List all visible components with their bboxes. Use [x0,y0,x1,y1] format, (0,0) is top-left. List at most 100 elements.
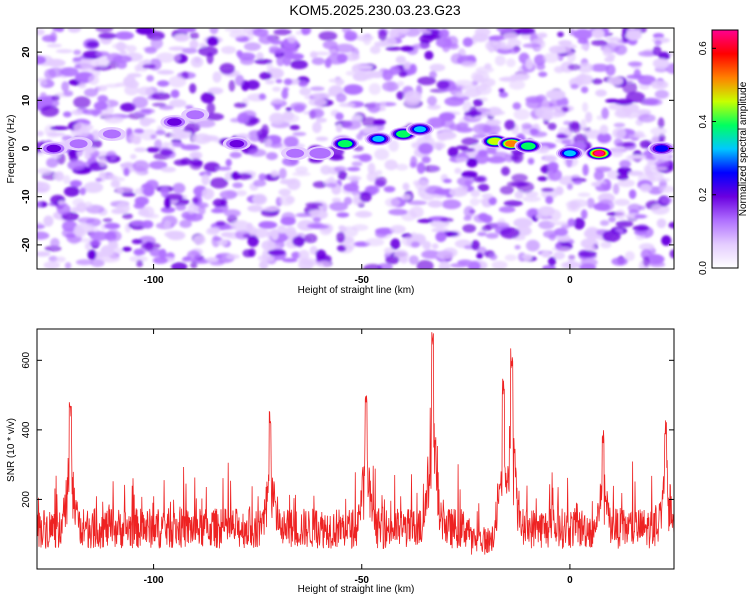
heatmap-noise-cell [573,28,593,40]
heatmap-noise-cell [462,37,474,47]
heatmap-noise-cell [315,249,327,260]
heatmap-noise-cell [548,169,562,181]
heatmap-noise-cell [199,171,212,177]
heatmap-noise-cell [659,185,674,193]
heatmap-feature [372,135,385,142]
heatmap-noise-cell [411,241,420,248]
heatmap-noise-cell [499,185,514,195]
heatmap-noise-cell [281,88,289,100]
heatmap-noise-cell [485,232,499,239]
heatmap-noise-cell [189,158,203,170]
heatmap-noise-cell [404,90,422,103]
heatmap-noise-cell [331,197,342,203]
heatmap-noise-cell [37,201,42,208]
heatmap-noise-cell [180,144,201,151]
heatmap-noise-cell [400,45,415,52]
heatmap-noise-cell [189,83,197,94]
heatmap-noise-cell [224,171,234,181]
heatmap-noise-cell [585,111,593,123]
heatmap-noise-cell [328,78,342,83]
heatmap-noise-cell [269,112,285,125]
snr-x-tick-label: -50 [355,575,370,586]
heatmap-noise-cell [417,218,433,224]
heatmap-noise-cell [627,203,642,213]
heatmap-noise-cell [269,48,284,55]
heatmap-noise-cell [361,117,378,128]
heatmap-noise-cell [611,257,628,266]
colorbar-tick-label: 0.4 [698,114,709,128]
heatmap-noise-cell [436,80,450,90]
heatmap-noise-cell [40,105,59,117]
heatmap-noise-cell [506,58,516,68]
heatmap-noise-cell [149,160,168,170]
heatmap-noise-cell [473,73,484,83]
heatmap-noise-cell [437,133,448,142]
heatmap-noise-cell [107,174,118,181]
heatmap-noise-cell [577,62,594,73]
heatmap-noise-cell [435,37,452,48]
heatmap-noise-cell [436,250,455,260]
heatmap-noise-cell [545,195,554,205]
heatmap-noise-cell [181,47,198,54]
heatmap-noise-cell [462,224,477,233]
heatmap-feature [397,131,410,137]
heatmap-noise-cell [478,212,489,221]
heatmap-noise-cell [285,107,292,112]
heatmap-noise-cell [324,58,332,68]
heatmap-noise-cell [116,202,130,214]
heatmap-noise-cell [313,51,330,56]
heatmap-noise-cell [171,262,188,269]
heatmap-noise-cell [225,158,232,167]
heatmap-noise-cell [209,28,219,35]
heatmap-noise-cell [344,30,358,42]
heatmap-noise-cell [582,102,589,113]
heatmap-noise-cell [342,120,362,130]
heatmap-noise-cell [657,117,665,129]
heatmap-noise-cell [669,249,674,259]
heatmap-noise-cell [160,206,176,214]
heatmap-noise-cell [573,180,582,185]
heatmap-noise-cell [597,132,612,144]
heatmap-noise-cell [616,174,629,181]
heatmap-noise-cell [599,220,610,226]
heatmap-noise-cell [231,220,250,232]
heatmap-noise-cell [198,205,206,215]
heatmap-y-tick-label: -20 [21,237,32,252]
heatmap-noise-cell [498,44,513,50]
heatmap-noise-cell [541,250,551,258]
heatmap-noise-cell [597,199,615,212]
heatmap-noise-cell [276,55,285,67]
heatmap-noise-cell [427,95,437,106]
heatmap-noise-cell [365,238,385,247]
heatmap-noise-cell [104,83,121,88]
snr-frame [36,328,675,570]
heatmap-noise-cell [605,64,616,76]
heatmap-noise-cell [112,55,132,63]
heatmap-noise-cell [595,89,607,97]
heatmap-noise-cell [169,99,187,108]
heatmap-noise-cell [72,57,82,62]
heatmap-noise-cell [266,152,278,161]
heatmap-noise-cell [388,208,408,216]
heatmap-noise-cell [438,261,451,269]
heatmap-noise-cell [95,177,102,182]
heatmap-noise-cell [151,92,171,100]
heatmap-noise-cell [129,255,148,263]
heatmap-noise-cell [514,245,521,250]
heatmap-features [39,107,674,161]
heatmap-noise-cell [311,57,325,65]
heatmap-noise-cell [206,36,219,47]
heatmap-noise-cell [506,181,527,188]
heatmap-noise-cell [310,224,330,229]
heatmap-noise-cell [511,173,528,182]
heatmap-noise-cell [366,185,380,195]
heatmap-feature [522,143,534,149]
heatmap-noise-cell [449,187,468,197]
heatmap-noise-cell [56,203,71,215]
heatmap-noise-cell [58,200,65,205]
heatmap-noise-cell [205,113,224,121]
heatmap-noise-cell [359,191,372,203]
heatmap-noise-cell [156,52,176,63]
heatmap-noise-cell [116,188,124,195]
